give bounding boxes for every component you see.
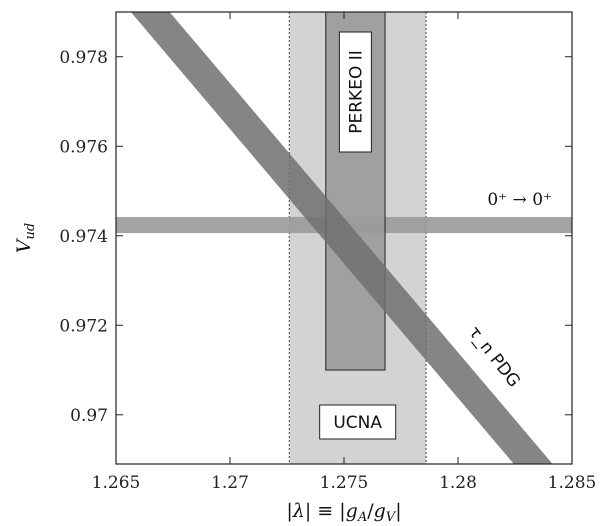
y-tick-label: 0.976 <box>59 137 108 157</box>
label-ucna: UCNA <box>333 413 382 433</box>
x-tick-label: 1.28 <box>439 473 477 493</box>
y-tick-label: 0.978 <box>59 48 108 68</box>
x-axis-title: |λ| ≡ |gA/gV| <box>286 500 401 525</box>
y-tick-label: 0.972 <box>59 316 108 336</box>
x-tick-label: 1.27 <box>211 473 249 493</box>
label-superallowed: 0⁺ → 0⁺ <box>487 190 552 210</box>
band-tau-pdg <box>130 12 553 464</box>
label-perkeo-box <box>338 31 372 153</box>
x-tick-label: 1.265 <box>92 473 141 493</box>
y-tick-label: 0.974 <box>59 227 108 247</box>
x-tick-label: 1.275 <box>320 473 369 493</box>
y-tick-label: 0.97 <box>70 406 108 426</box>
y-axis-title: Vud <box>13 223 38 253</box>
x-tick-label: 1.285 <box>548 473 597 493</box>
label-perkeo: PERKEO II <box>346 50 366 134</box>
label-ucna-box <box>319 404 397 440</box>
